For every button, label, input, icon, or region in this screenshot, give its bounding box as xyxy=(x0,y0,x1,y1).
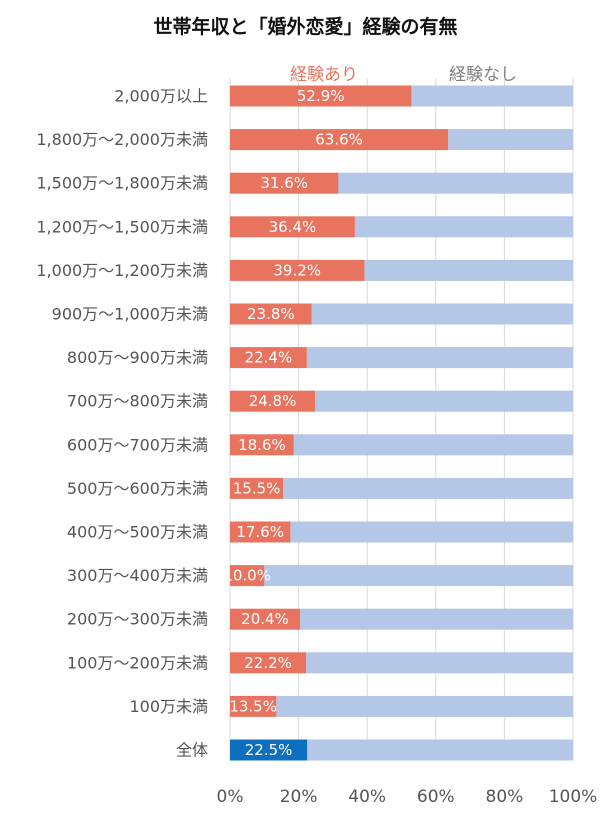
data-label: 20.4% xyxy=(241,610,289,628)
bar-not-experienced xyxy=(299,608,573,630)
legend-experienced: 経験あり xyxy=(290,65,358,85)
bar-experienced xyxy=(230,172,339,194)
category-label: 300万～400万未満 xyxy=(67,566,208,585)
x-tick-label: 0% xyxy=(217,787,244,807)
bar-experienced xyxy=(230,477,284,499)
category-label: 1,800万～2,000万未満 xyxy=(36,130,208,149)
category-label: 600万～700万未満 xyxy=(67,435,208,454)
bar-not-experienced xyxy=(306,652,573,674)
data-label: 13.5% xyxy=(229,697,277,715)
category-label: 全体 xyxy=(176,741,208,760)
data-label: 22.4% xyxy=(245,349,293,367)
bar-not-experienced xyxy=(364,259,573,281)
category-label: 400万～500万未満 xyxy=(67,523,208,542)
bar-experienced xyxy=(230,303,312,325)
data-label: 22.2% xyxy=(244,654,292,672)
category-label: 500万～600万未満 xyxy=(67,479,208,498)
bar-experienced xyxy=(230,434,294,456)
category-label: 800万～900万未満 xyxy=(67,348,208,367)
bar-experienced xyxy=(230,565,265,587)
bar-not-experienced xyxy=(264,565,573,587)
category-label: 1,000万～1,200万未満 xyxy=(36,261,208,280)
legend-not-experienced: 経験なし xyxy=(449,65,517,85)
bar-not-experienced xyxy=(338,172,573,194)
bar-experienced xyxy=(230,695,277,717)
x-tick-label: 60% xyxy=(417,787,455,807)
x-tick-label: 80% xyxy=(486,787,524,807)
data-label: 36.4% xyxy=(269,218,317,236)
bar-not-experienced xyxy=(307,739,573,761)
bar-not-experienced xyxy=(306,347,573,369)
category-label: 100万～200万未満 xyxy=(67,653,208,672)
category-label: 2,000万以上 xyxy=(114,87,208,106)
bar-not-experienced xyxy=(311,303,573,325)
bar-not-experienced xyxy=(293,434,573,456)
data-label: 10.0% xyxy=(223,567,271,585)
category-label: 100万未満 xyxy=(129,697,208,716)
data-label: 23.8% xyxy=(247,305,295,323)
category-label: 900万～1,000万未満 xyxy=(52,305,208,324)
category-label: 1,200万～1,500万未満 xyxy=(36,217,208,236)
bar-not-experienced xyxy=(283,477,573,499)
data-label: 63.6% xyxy=(315,131,363,149)
bar-experienced xyxy=(230,347,307,369)
bar-experienced xyxy=(230,652,307,674)
x-tick-label: 20% xyxy=(280,787,318,807)
data-label: 52.9% xyxy=(297,87,345,105)
x-tick-label: 100% xyxy=(549,787,598,807)
data-label: 22.5% xyxy=(245,741,293,759)
bar-not-experienced xyxy=(448,129,573,151)
data-label: 24.8% xyxy=(249,392,297,410)
bar-experienced xyxy=(230,521,291,543)
bar-experienced xyxy=(230,390,316,412)
bar-not-experienced xyxy=(290,521,573,543)
bar-not-experienced xyxy=(411,85,573,107)
bar-not-experienced xyxy=(354,216,573,238)
data-label: 18.6% xyxy=(238,436,286,454)
data-label: 31.6% xyxy=(260,174,308,192)
chart-title: 世帯年収と「婚外恋愛」経験の有無 xyxy=(153,16,458,38)
x-tick-label: 40% xyxy=(348,787,386,807)
bar-experienced xyxy=(230,608,300,630)
bar-experienced xyxy=(230,216,355,238)
bar-not-experienced xyxy=(315,390,573,412)
bar-experienced xyxy=(230,129,449,151)
bar-experienced xyxy=(230,739,308,761)
data-label: 39.2% xyxy=(273,261,321,279)
bar-experienced xyxy=(230,85,412,107)
data-label: 17.6% xyxy=(236,523,284,541)
bar-experienced xyxy=(230,259,365,281)
category-label: 200万～300万未満 xyxy=(67,610,208,629)
data-label: 15.5% xyxy=(233,479,281,497)
category-label: 700万～800万未満 xyxy=(67,392,208,411)
bar-not-experienced xyxy=(276,695,573,717)
category-label: 1,500万～1,800万未満 xyxy=(36,174,208,193)
